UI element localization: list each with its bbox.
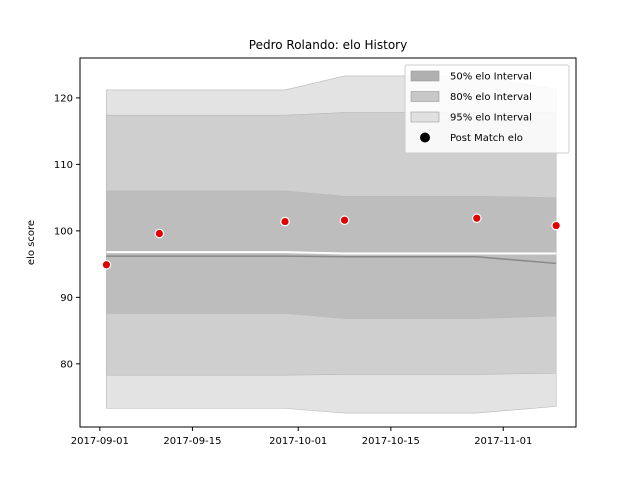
y-tick-label: 110 <box>54 160 73 171</box>
legend-swatch <box>410 111 440 123</box>
legend-label: 95% elo Interval <box>450 113 532 124</box>
legend-label: 50% elo Interval <box>450 72 532 83</box>
band-50-percent <box>106 190 557 319</box>
y-tick-label: 120 <box>54 93 73 104</box>
legend-label: Post Match elo <box>450 133 523 144</box>
x-tick-label: 2017-09-01 <box>71 436 129 447</box>
mean-line <box>106 255 557 265</box>
y-tick-label: 100 <box>54 226 73 237</box>
chart-title: Pedro Rolando: elo History <box>249 38 407 52</box>
x-tick-label: 2017-11-01 <box>474 436 532 447</box>
legend-box <box>404 64 570 154</box>
interval-bands <box>106 75 557 414</box>
trend-lines <box>106 251 557 265</box>
post-match-point <box>280 216 290 227</box>
legend-marker <box>420 132 430 143</box>
x-tick-label: 2017-10-15 <box>362 436 420 447</box>
legend-label: 80% elo Interval <box>450 92 532 103</box>
post-match-point <box>101 259 112 270</box>
post-match-point <box>471 213 482 224</box>
legend-swatch <box>410 91 440 102</box>
post-match-point <box>551 220 561 231</box>
x-axis: 2017-09-01 2017-09-15 2017-10-01 2017-10-15… <box>71 427 532 447</box>
y-tick-label: 90 <box>60 293 73 304</box>
post-match-point <box>154 228 165 239</box>
legend-swatch <box>410 70 440 82</box>
plot-frame <box>79 57 577 428</box>
y-axis-title: elo score <box>26 220 37 265</box>
x-tick-label: 2017-09-15 <box>163 436 221 447</box>
x-tick-label: 2017-10-01 <box>269 436 327 447</box>
post-match-point <box>339 215 350 226</box>
y-tick-label: 80 <box>60 359 73 370</box>
plot-area <box>79 57 577 428</box>
y-axis: 80 90 100 110 120 <box>54 93 80 370</box>
median-line <box>106 251 557 255</box>
legend: 50% elo Interval 80% elo Interval 95% elo … <box>404 64 570 154</box>
post-match-points <box>101 213 561 270</box>
